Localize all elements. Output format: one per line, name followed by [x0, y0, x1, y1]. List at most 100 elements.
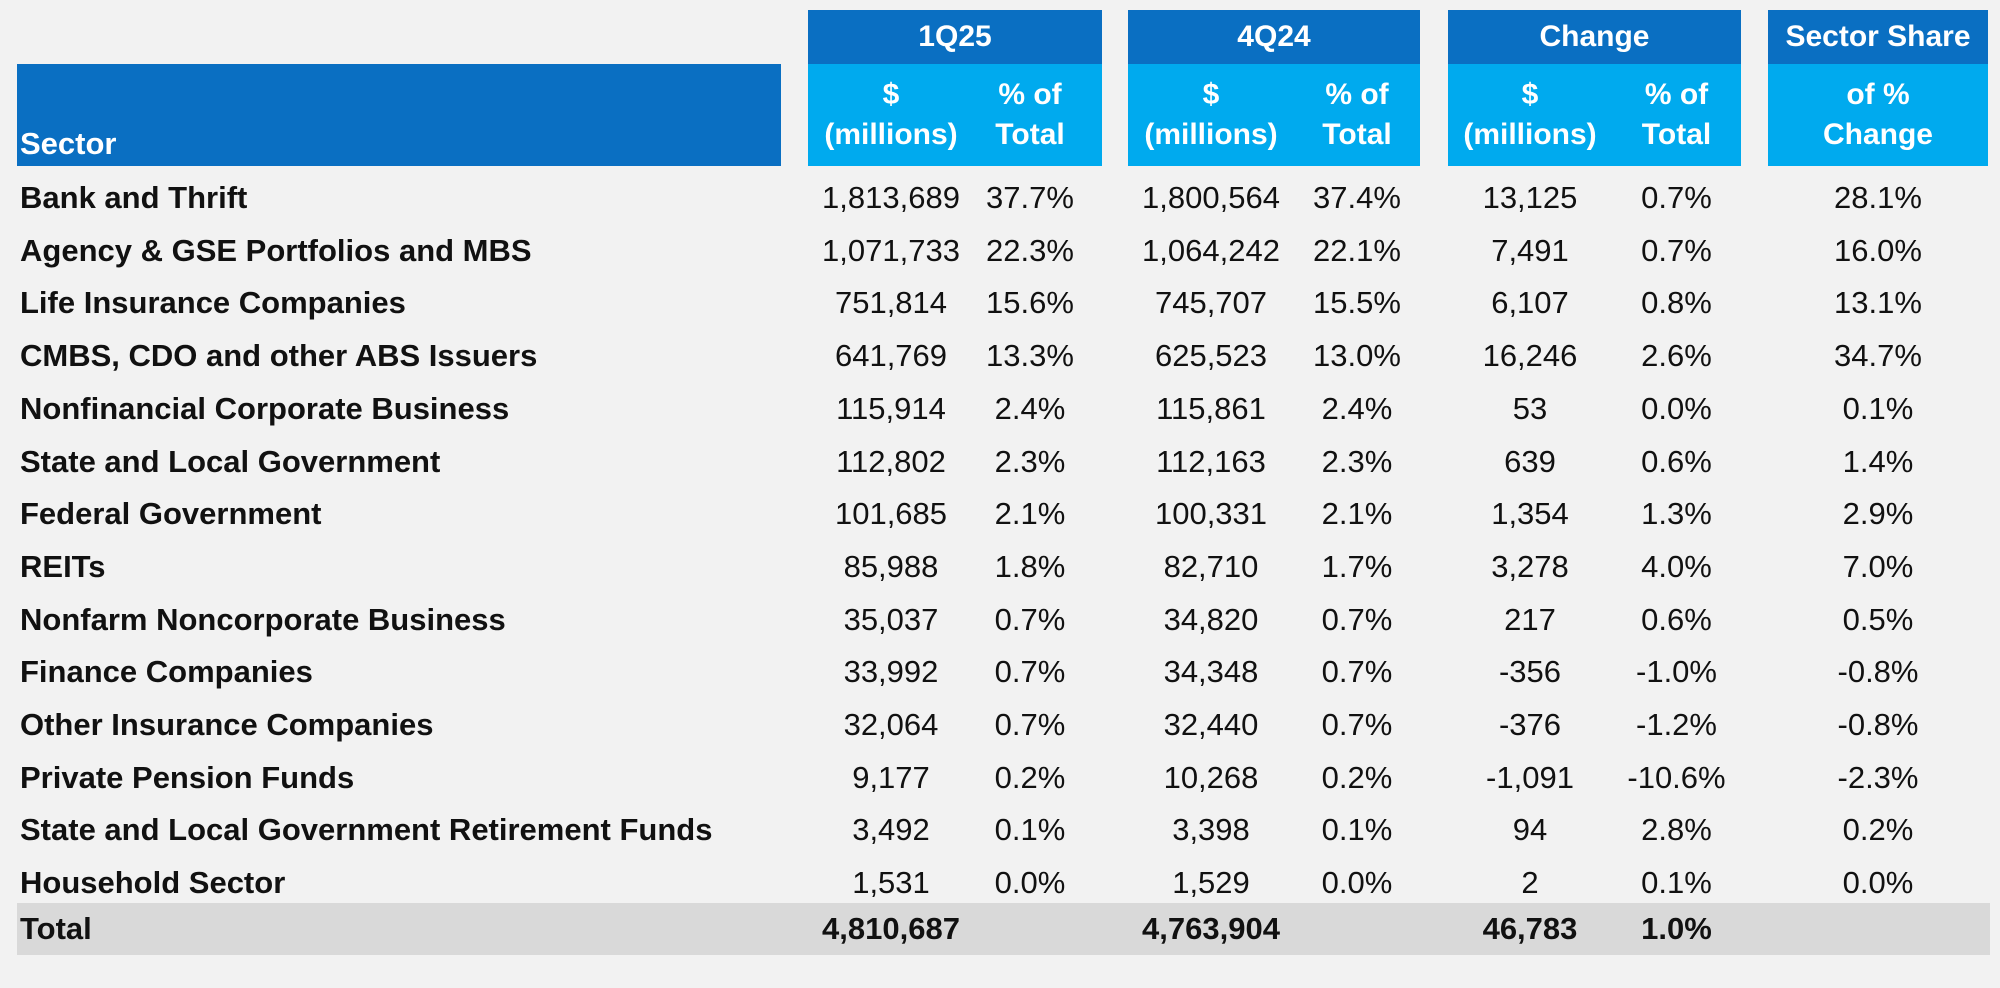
- sector-name: Nonfinancial Corporate Business: [20, 390, 510, 426]
- q4-dollars: 745,707: [1154, 285, 1268, 321]
- q4-dollars: 1,529: [1172, 865, 1250, 901]
- q4-percent: 0.2%: [1321, 759, 1393, 795]
- change-dollars: 3,278: [1491, 548, 1569, 584]
- change-dollars: 217: [1504, 601, 1556, 637]
- q4-percent: 15.5%: [1313, 285, 1401, 321]
- change-percent: 0.6%: [1641, 601, 1712, 637]
- q1-dollars: 33,992: [843, 654, 939, 690]
- q1-percent: 13.3%: [986, 338, 1074, 374]
- q4-percent: 0.7%: [1321, 601, 1393, 637]
- q4-percent: 2.1%: [1321, 496, 1393, 532]
- total-label: Total: [20, 911, 92, 946]
- sector-share: -2.3%: [1837, 759, 1919, 795]
- sub-percent: % of Total: [1294, 64, 1420, 166]
- q4-dollars: 112,163: [1156, 443, 1266, 479]
- q4-dollars: 1,800,564: [1142, 180, 1280, 215]
- total-row: Total 4,810,687 4,763,904 46,783 1.0%: [17, 903, 1990, 955]
- q4-dollars: 1,064,242: [1142, 232, 1280, 268]
- table-row: Other Insurance Companies 32,064 0.7% 32,44…: [17, 699, 1990, 751]
- change-percent: -1.2%: [1636, 707, 1717, 742]
- sub-line: % of: [1325, 78, 1389, 111]
- change-dollars: 639: [1504, 443, 1556, 479]
- sub-line: % of: [998, 78, 1062, 111]
- sector-name: Agency & GSE Portfolios and MBS: [20, 232, 532, 268]
- table-row: REITs 85,988 1.8% 82,710 1.7% 3,278 4.0% 7.0%: [17, 541, 1990, 593]
- q1-dollars: 115,914: [836, 390, 946, 426]
- sector-name: Federal Government: [20, 496, 322, 532]
- change-percent: 0.0%: [1641, 390, 1712, 426]
- change-percent: 0.7%: [1641, 232, 1712, 268]
- sub-percent: % of Total: [1612, 64, 1741, 166]
- sector-share: -0.8%: [1837, 707, 1919, 742]
- group-header-change: Change: [1448, 10, 1741, 64]
- q1-dollars: 1,813,689: [822, 180, 960, 215]
- q1-percent: 22.3%: [986, 232, 1074, 268]
- sub-share: of % Change: [1768, 64, 1988, 166]
- sub-line: $: [1202, 78, 1220, 111]
- sub-line: of %: [1846, 78, 1910, 111]
- q1-dollars: 101,685: [834, 496, 948, 532]
- change-dollars: 2: [1521, 865, 1539, 901]
- table-row: Private Pension Funds 9,177 0.2% 10,268 0.2%…: [17, 752, 1990, 804]
- q1-percent: 1.8%: [994, 548, 1066, 584]
- q1-dollars: 35,037: [843, 601, 939, 637]
- q4-dollars: 115,861: [1156, 390, 1266, 426]
- sub-line: (millions): [824, 118, 958, 151]
- sub-line: $: [882, 78, 900, 111]
- sub-line: Total: [995, 118, 1065, 151]
- group-title: Sector Share: [1785, 20, 1971, 53]
- table-row: Federal Government 101,685 2.1% 100,331 2.1%…: [17, 488, 1990, 540]
- table-row: State and Local Government 112,802 2.3% 112…: [17, 436, 1990, 488]
- q1-percent: 0.7%: [994, 707, 1066, 742]
- subheader-4q24: $ (millions) % of Total: [1128, 64, 1420, 166]
- group-header-4q24: 4Q24: [1128, 10, 1420, 64]
- q1-dollars: 751,814: [834, 285, 948, 321]
- sub-line: Total: [1322, 118, 1392, 151]
- q4-dollars: 3,398: [1172, 812, 1250, 848]
- table-row: Bank and Thrift 1,813,689 37.7% 1,800,564 37…: [17, 172, 1990, 224]
- sector-name: Other Insurance Companies: [20, 707, 434, 742]
- sector-share: 28.1%: [1834, 180, 1922, 215]
- q4-dollars: 10,268: [1163, 759, 1259, 795]
- q1-percent: 0.1%: [994, 812, 1066, 848]
- q1-dollars: 1,531: [852, 865, 930, 901]
- sub-line: Total: [1641, 118, 1712, 151]
- q4-dollars: 100,331: [1154, 496, 1268, 532]
- q4-dollars: 34,820: [1163, 601, 1259, 637]
- q1-dollars: 3,492: [852, 812, 930, 848]
- total-1q25-dollars: 4,810,687: [822, 911, 960, 946]
- sector-share: 2.9%: [1842, 496, 1914, 532]
- change-dollars: -356: [1498, 654, 1562, 690]
- change-percent: 0.6%: [1641, 443, 1712, 479]
- q1-percent: 15.6%: [986, 285, 1074, 321]
- sub-dollars: $ (millions): [808, 64, 974, 166]
- q4-dollars: 32,440: [1163, 707, 1259, 742]
- sub-dollars: $ (millions): [1448, 64, 1612, 166]
- sector-share: 34.7%: [1834, 338, 1922, 374]
- sector-share: 0.1%: [1842, 390, 1914, 426]
- sector-name: Finance Companies: [20, 654, 313, 690]
- q1-percent: 0.0%: [994, 865, 1066, 901]
- sub-line: $: [1521, 78, 1539, 111]
- q1-dollars: 1,071,733: [822, 232, 960, 268]
- table-row: Nonfinancial Corporate Business 115,914 2.…: [17, 383, 1990, 435]
- table-row: Life Insurance Companies 751,814 15.6% 745,…: [17, 277, 1990, 329]
- group-title: Change: [1539, 20, 1650, 53]
- change-percent: 1.3%: [1641, 496, 1712, 532]
- change-percent: 4.0%: [1641, 548, 1712, 584]
- sector-name: CMBS, CDO and other ABS Issuers: [20, 338, 538, 374]
- table-row: CMBS, CDO and other ABS Issuers 641,769 13…: [17, 330, 1990, 382]
- q4-dollars: 82,710: [1163, 548, 1259, 584]
- change-percent: -1.0%: [1636, 654, 1717, 690]
- q1-percent: 2.3%: [994, 443, 1066, 479]
- table-row: Agency & GSE Portfolios and MBS 1,071,733…: [17, 225, 1990, 277]
- q4-percent: 22.1%: [1313, 232, 1401, 268]
- sub-line: (millions): [1144, 118, 1278, 151]
- sector-name: State and Local Government: [20, 443, 441, 479]
- group-title: 1Q25: [918, 20, 992, 53]
- change-dollars: 53: [1512, 390, 1548, 426]
- sector-name: Bank and Thrift: [20, 180, 248, 215]
- sector-share: 13.1%: [1834, 285, 1922, 321]
- total-change-dollars: 46,783: [1482, 911, 1578, 946]
- sector-name: Private Pension Funds: [20, 759, 355, 795]
